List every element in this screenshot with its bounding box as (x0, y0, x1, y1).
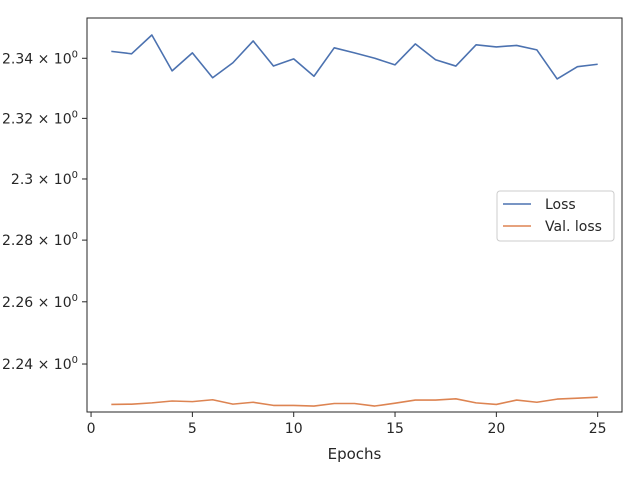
legend-label-1: Val. loss (545, 219, 602, 235)
x-tick-label: 10 (285, 421, 303, 437)
series-line-0 (111, 34, 598, 80)
legend-label-0: Loss (545, 197, 576, 213)
y-axis: 2.24 × 100 2.26 × 100 2.28 × 100 2.3 × 100 2… (2, 49, 87, 373)
x-tick-label: 15 (386, 421, 404, 437)
series-layer (111, 34, 598, 407)
series-line-1 (111, 396, 598, 407)
y-tick-label: 2.34 × 100 (2, 49, 78, 67)
x-tick-label: 0 (87, 421, 96, 437)
y-tick-label: 2.28 × 100 (2, 231, 78, 249)
legend: Loss Val. loss (496, 190, 615, 242)
plot-frame (86, 17, 623, 413)
x-tick-label: 20 (487, 421, 505, 437)
x-tick-label: 25 (589, 421, 607, 437)
y-tick-label: 2.3 × 100 (11, 170, 78, 188)
y-tick-label: 2.32 × 100 (2, 109, 78, 127)
y-tick-label: 2.24 × 100 (2, 355, 78, 373)
x-axis: 0 5 10 15 20 25 (87, 412, 607, 437)
y-tick-label: 2.26 × 100 (2, 293, 78, 311)
x-axis-label: Epochs (328, 445, 382, 463)
x-tick-label: 5 (188, 421, 197, 437)
